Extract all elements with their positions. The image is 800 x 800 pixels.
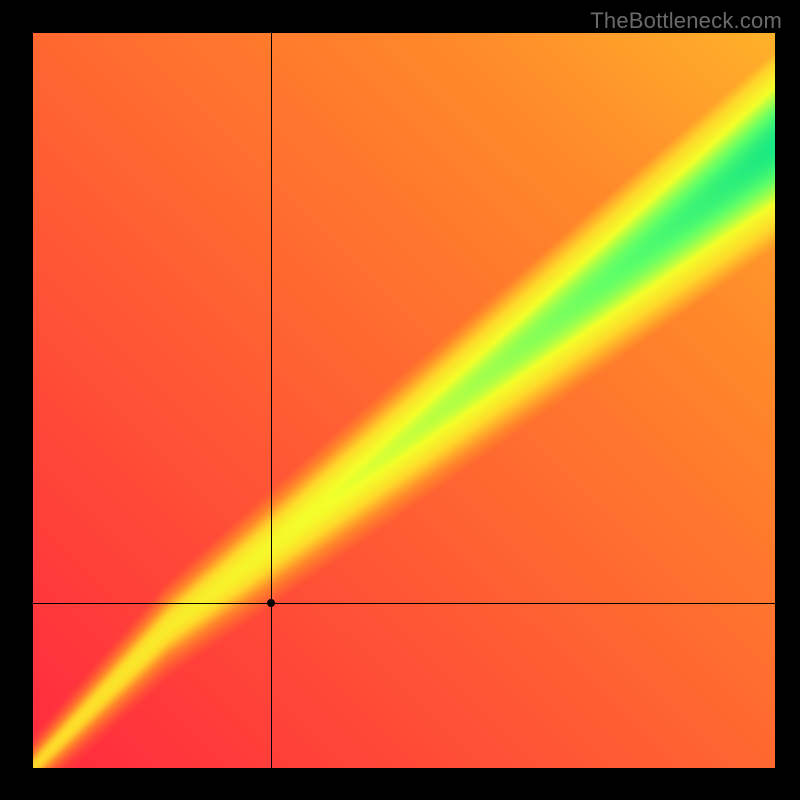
crosshair-marker	[267, 599, 275, 607]
crosshair-vertical	[271, 33, 272, 768]
bottleneck-heatmap	[33, 33, 775, 768]
chart-container: TheBottleneck.com	[0, 0, 800, 800]
crosshair-horizontal	[33, 603, 775, 604]
watermark-text: TheBottleneck.com	[590, 8, 782, 34]
